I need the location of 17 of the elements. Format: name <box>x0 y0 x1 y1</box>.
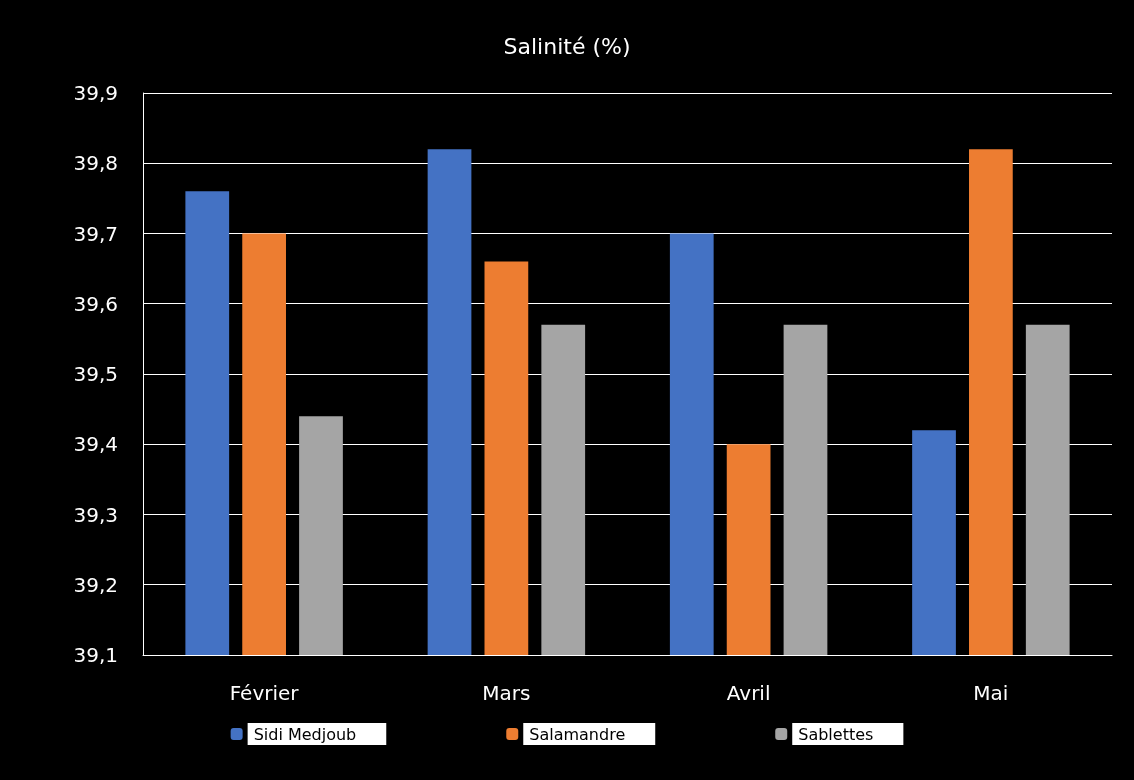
y-tick-label: 39,9 <box>73 81 118 105</box>
y-tick-label: 39,7 <box>73 221 118 246</box>
x-tick-label: Mai <box>973 681 1009 705</box>
legend-label: Salamandre <box>529 724 626 744</box>
y-tick-label: 39,4 <box>73 432 118 457</box>
chart-title: Salinité (%) <box>503 33 631 59</box>
x-tick-label: Février <box>229 681 300 705</box>
legend-label: Sablettes <box>798 724 874 744</box>
y-tick-label: 39,5 <box>73 362 118 386</box>
legend-label: Sidi Medjoub <box>253 724 357 744</box>
x-tick-label: Mars <box>482 681 531 705</box>
x-tick-label: Avril <box>726 681 771 705</box>
y-tick-label: 39,1 <box>73 643 118 667</box>
y-tick-label: 39,6 <box>73 291 118 316</box>
y-tick-label: 39,2 <box>73 572 118 597</box>
y-tick-label: 39,3 <box>73 502 118 527</box>
y-tick-label: 39,8 <box>73 151 118 176</box>
